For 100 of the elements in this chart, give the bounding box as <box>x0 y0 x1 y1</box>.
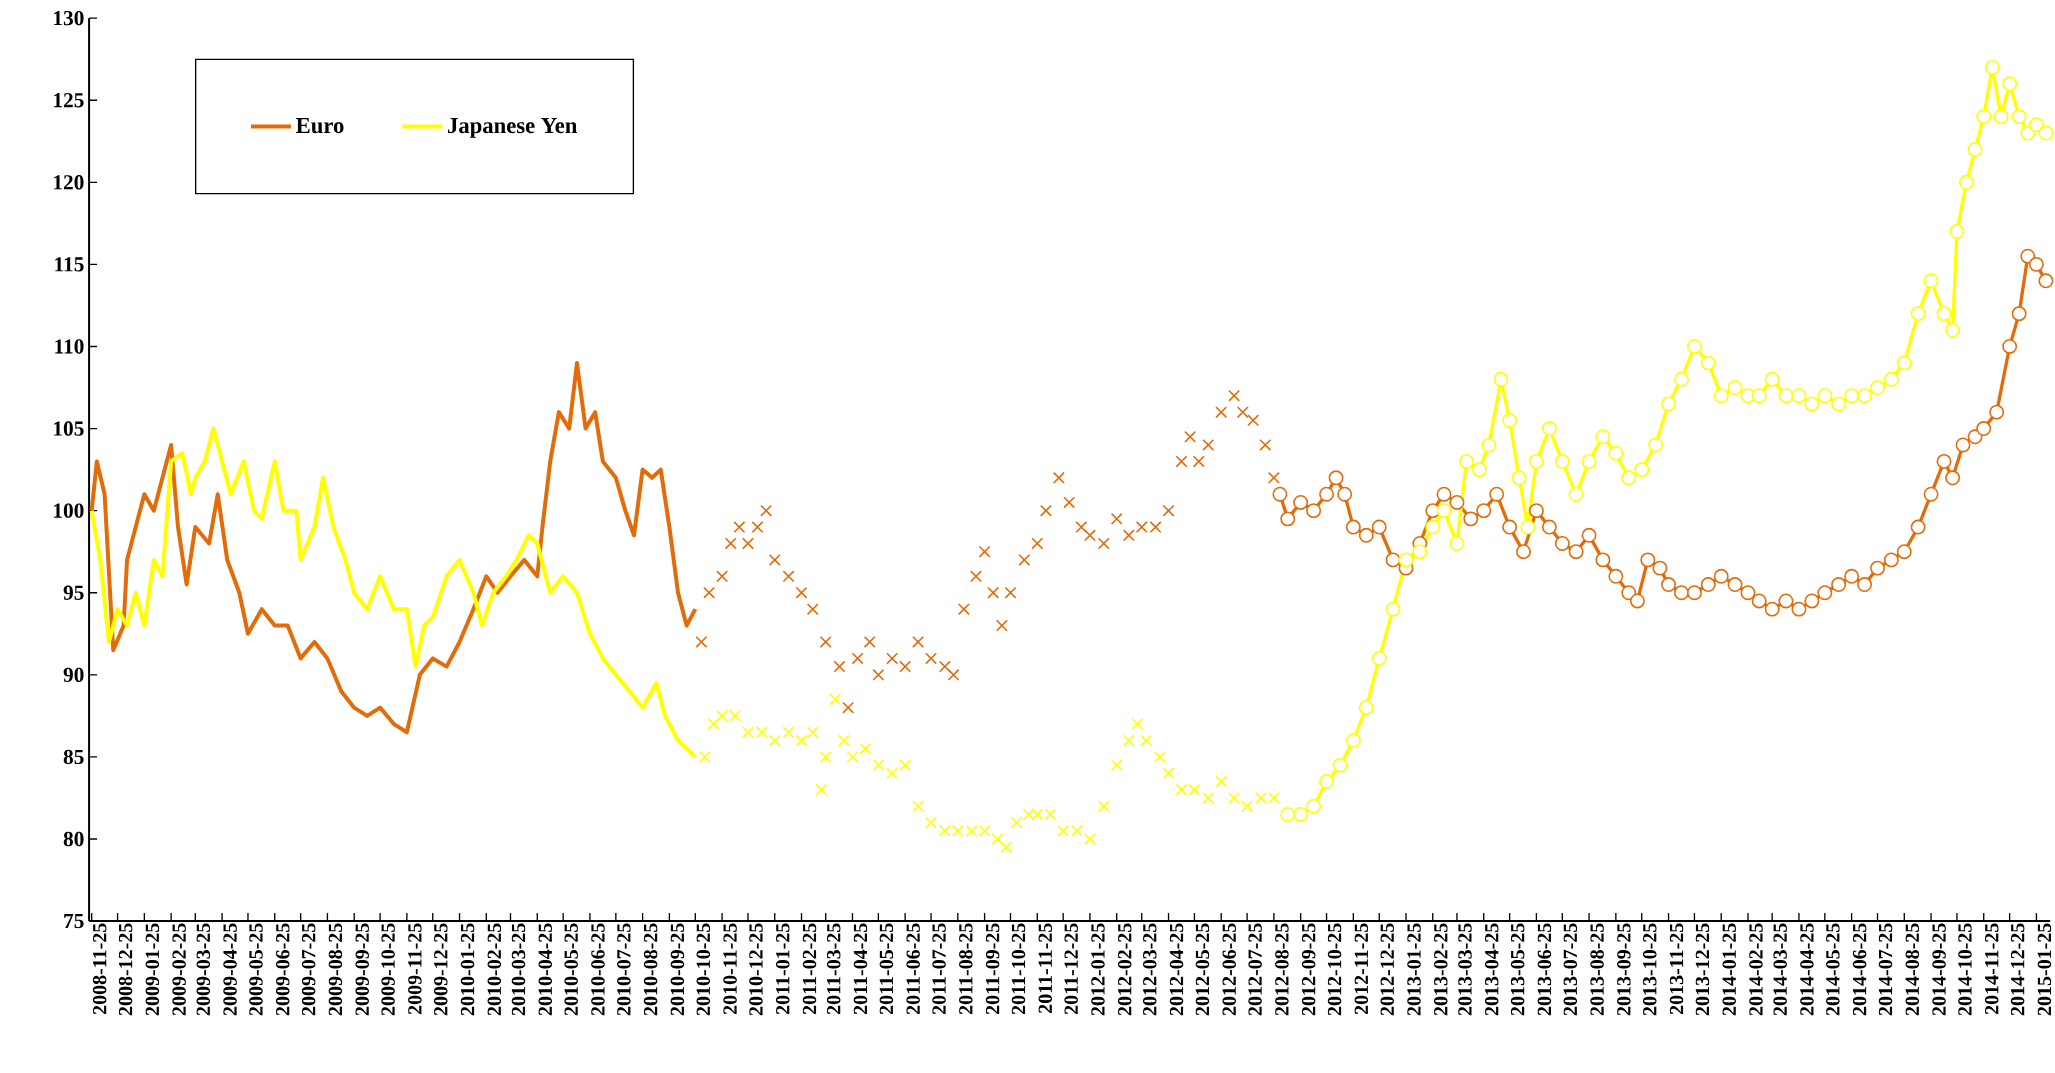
point <box>886 652 899 665</box>
point <box>842 701 855 714</box>
x-tick-label: 2014-11-25 <box>1984 923 1999 1015</box>
point <box>899 660 912 673</box>
legend-label: Euro <box>296 118 344 134</box>
x-tick-label: 2011-12-25 <box>1064 923 1078 1015</box>
point <box>829 693 842 706</box>
point <box>912 635 925 648</box>
x-tick-label: 2012-10-25 <box>1327 923 1342 1016</box>
x-tick-label: 2012-09-25 <box>1301 923 1316 1016</box>
x-tick-label: 2014-12-25 <box>2010 923 2025 1016</box>
x-tick-label: 2010-02-25 <box>487 923 502 1016</box>
point <box>768 553 781 566</box>
x-tick-label: 2011-05-25 <box>879 923 894 1015</box>
y-tick-label: 80 <box>63 831 84 847</box>
point <box>991 832 1004 845</box>
point <box>1097 800 1110 813</box>
y-tick-label: 105 <box>54 421 84 436</box>
x-tick-label: 2009-09-25 <box>355 923 369 1016</box>
point <box>987 586 1000 599</box>
point <box>1004 586 1017 599</box>
point <box>938 660 951 673</box>
point <box>1052 471 1065 484</box>
x-tick-label: 2009-03-25 <box>196 923 211 1016</box>
point <box>782 726 795 739</box>
point <box>925 816 938 829</box>
x-tick-label: 2009-08-25 <box>328 923 343 1016</box>
point <box>947 668 960 681</box>
x-tick-label: 2013-03-25 <box>1458 923 1472 1016</box>
point <box>707 718 720 731</box>
x-tick-label: 2013-09-25 <box>1617 923 1631 1016</box>
x-tick-label: 2011-10-25 <box>1011 923 1026 1015</box>
point <box>1031 537 1044 550</box>
point <box>1267 471 1280 484</box>
point <box>1215 406 1228 419</box>
x-tick-label: 2011-01-25 <box>776 923 790 1015</box>
y-tick-label: 130 <box>54 10 84 26</box>
x-tick-label: 2010-05-25 <box>564 923 578 1016</box>
x-tick-label: 2012-06-25 <box>1222 923 1236 1016</box>
point <box>1131 718 1144 731</box>
point <box>724 537 737 550</box>
x-tick-label: 2014-10-25 <box>1958 923 1972 1016</box>
x-tick-label: 2014-03-25 <box>1773 923 1787 1016</box>
x-tick-label: 2010-07-25 <box>617 923 631 1016</box>
x-tick-label: 2013-06-25 <box>1537 923 1552 1016</box>
point <box>795 586 808 599</box>
x-tick-label: 2011-04-25 <box>853 923 868 1015</box>
point <box>751 521 764 534</box>
point <box>957 603 970 616</box>
point <box>1122 734 1135 747</box>
x-tick-label: 2012-08-25 <box>1275 923 1289 1016</box>
x-tick-label: 2012-03-25 <box>1143 923 1157 1016</box>
point <box>833 660 846 673</box>
y-tick-label: 110 <box>55 339 84 354</box>
point <box>1241 800 1254 813</box>
point <box>1097 537 1110 550</box>
x-tick-label: 2008-12-25 <box>118 923 133 1016</box>
y-tick-label: 115 <box>55 257 84 272</box>
point <box>1083 529 1096 542</box>
point <box>995 619 1008 632</box>
x-tick-label: 2013-04-25 <box>1484 923 1499 1016</box>
point <box>733 521 746 534</box>
x-tick-label: 2010-12-25 <box>749 923 763 1016</box>
x-tick-label: 2010-03-25 <box>511 923 526 1016</box>
point <box>1162 504 1175 517</box>
x-tick-label: 2009-07-25 <box>301 923 316 1016</box>
x-tick-label: 2013-02-25 <box>1434 923 1448 1016</box>
x-tick-label: 2009-10-25 <box>381 923 395 1016</box>
x-tick-label: 2012-11-25 <box>1354 923 1369 1015</box>
point <box>851 652 864 665</box>
point <box>1110 759 1123 772</box>
x-tick-label: 2009-01-25 <box>145 923 160 1016</box>
point <box>819 750 832 763</box>
x-tick-label: 2014-07-25 <box>1878 923 1893 1016</box>
point <box>886 767 899 780</box>
point <box>837 734 850 747</box>
x-tick-label: 2012-05-25 <box>1195 923 1210 1016</box>
point <box>925 652 938 665</box>
point <box>1153 750 1166 763</box>
point <box>806 603 819 616</box>
point <box>819 635 832 648</box>
x-tick-label: 2012-07-25 <box>1248 923 1262 1016</box>
x-tick-label: 2015-01-25 <box>2037 923 2052 1016</box>
x-tick-label: 2012-12-25 <box>1380 923 1394 1016</box>
point <box>760 504 773 517</box>
x-tick-label: 2010-08-25 <box>643 923 658 1016</box>
x-tick-label: 2012-02-25 <box>1117 923 1132 1016</box>
point <box>1202 791 1215 804</box>
x-tick-label: 2009-06-25 <box>275 923 290 1016</box>
point <box>1018 553 1031 566</box>
x-tick-label: 2010-10-25 <box>696 923 711 1016</box>
x-tick-label: 2014-06-25 <box>1852 923 1867 1016</box>
point <box>1228 389 1241 402</box>
point <box>806 726 819 739</box>
x-tick-label: 2009-05-25 <box>249 923 263 1016</box>
x-tick-label: 2014-01-25 <box>1722 923 1736 1016</box>
x-tick-label: 2013-01-25 <box>1407 923 1421 1016</box>
y-tick-label: 90 <box>63 667 84 682</box>
point <box>1215 775 1228 788</box>
x-tick-label: 2009-04-25 <box>223 923 237 1016</box>
